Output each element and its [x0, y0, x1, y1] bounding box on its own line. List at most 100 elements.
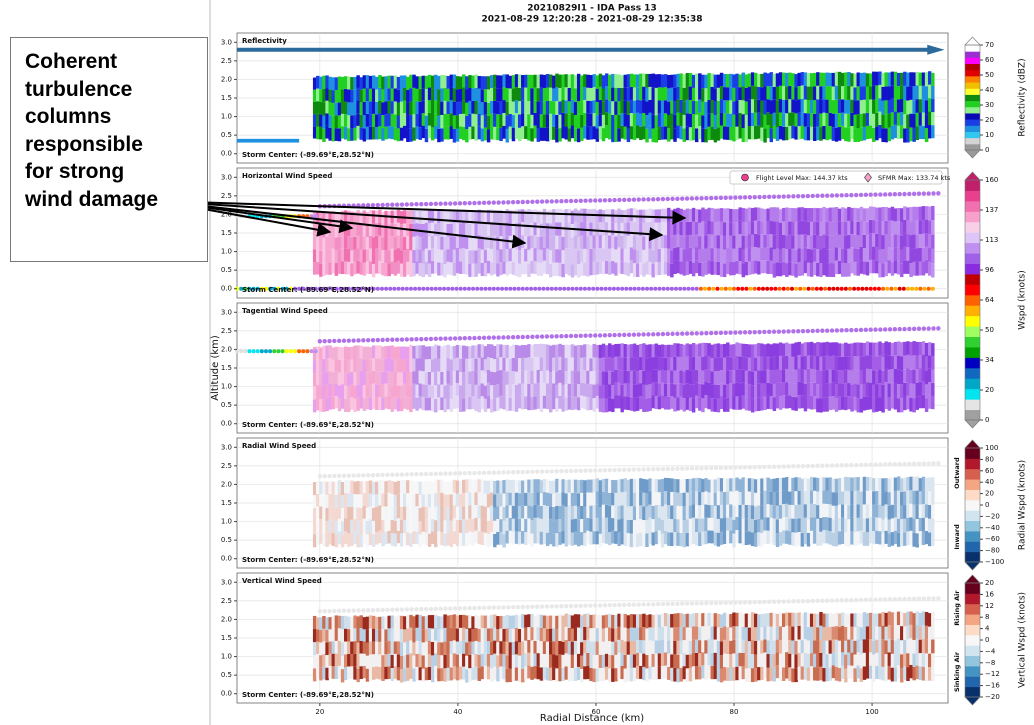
field-cell — [322, 615, 326, 629]
field-cell — [446, 357, 450, 371]
field-cell — [446, 101, 450, 115]
field-cell — [834, 71, 839, 86]
field-cell — [738, 343, 742, 357]
field-cell — [545, 479, 550, 493]
field-cell — [847, 113, 851, 128]
field-cell — [567, 383, 572, 397]
field-cell — [381, 76, 385, 90]
field-cell — [561, 398, 565, 412]
field-cell — [614, 223, 618, 237]
field-cell — [788, 234, 792, 249]
field-cell — [710, 207, 714, 222]
field-cell — [623, 532, 628, 546]
field-cell — [850, 86, 854, 100]
field-cell — [496, 263, 500, 277]
field-cell — [781, 72, 786, 87]
field-cell — [859, 517, 864, 531]
field-cell — [750, 532, 755, 547]
field-cell — [713, 532, 718, 546]
field-cell — [893, 530, 898, 545]
field-cell — [620, 505, 624, 519]
field-cell — [384, 263, 388, 277]
field-cell — [881, 492, 885, 506]
field-cell — [900, 370, 904, 385]
field-cell — [620, 87, 624, 101]
field-cell — [480, 344, 485, 358]
field-cell — [704, 530, 708, 545]
flight-level-dot — [684, 196, 690, 201]
field-cell — [406, 397, 410, 410]
field-cell — [399, 398, 404, 412]
field-cell — [632, 520, 637, 534]
field-cell — [598, 358, 603, 372]
field-cell — [887, 233, 892, 248]
field-cell — [844, 127, 848, 142]
field-cell — [757, 370, 761, 384]
field-cell — [353, 359, 357, 373]
flight-level-dot — [689, 196, 695, 201]
field-cell — [340, 359, 345, 372]
field-cell — [791, 491, 795, 506]
field-cell — [375, 260, 379, 274]
field-cell — [794, 383, 798, 398]
field-cell — [803, 477, 808, 491]
field-cell — [595, 517, 600, 532]
field-cell — [437, 89, 441, 103]
field-cell — [496, 519, 500, 532]
field-cell — [362, 128, 367, 142]
field-cell — [617, 532, 621, 547]
sfmr-dot — [595, 286, 600, 291]
field-cell — [632, 533, 637, 548]
field-cell — [844, 235, 848, 250]
field-cell — [691, 235, 696, 249]
field-cell — [623, 74, 628, 88]
flight-level-dot — [844, 328, 849, 333]
field-cell — [797, 341, 801, 356]
field-cell — [580, 262, 584, 276]
field-cell — [539, 74, 544, 88]
field-cell — [524, 100, 528, 114]
field-cell — [825, 530, 829, 544]
flight-level-dot — [824, 328, 830, 333]
field-cell — [639, 343, 643, 358]
colorbar-segment — [965, 57, 980, 65]
field-cell — [890, 342, 895, 357]
field-cell — [844, 396, 848, 411]
field-cell — [322, 128, 326, 143]
colorbar-segment — [965, 190, 980, 202]
field-cell — [893, 98, 898, 112]
field-cell — [791, 343, 795, 357]
flight-level-dot — [786, 194, 791, 199]
flight-level-dot — [443, 471, 448, 476]
field-cell — [322, 250, 326, 264]
flight-level-dot — [815, 328, 820, 334]
field-cell — [750, 99, 755, 113]
field-cell — [893, 477, 898, 491]
field-cell — [331, 77, 336, 91]
flight-level-dot — [655, 466, 661, 472]
colorbar-segment — [965, 510, 980, 522]
field-cell — [729, 235, 733, 249]
field-cell — [682, 344, 687, 359]
field-cell — [856, 114, 860, 128]
field-cell — [726, 342, 730, 357]
field-cell — [530, 397, 534, 411]
field-cell — [446, 383, 450, 397]
field-cell — [384, 481, 388, 494]
field-cell — [847, 85, 851, 100]
colorbar-tick-label: −80 — [985, 547, 1000, 555]
field-cell — [713, 505, 718, 520]
field-cell — [701, 384, 705, 399]
field-cell — [859, 384, 864, 399]
field-cell — [900, 235, 904, 250]
field-cell — [592, 357, 596, 372]
sfmr-dot — [292, 286, 297, 291]
field-cell — [921, 341, 926, 355]
field-cell — [794, 532, 798, 547]
field-cell — [722, 222, 727, 236]
field-cell — [682, 520, 687, 534]
field-cell — [716, 491, 721, 506]
field-cell — [462, 87, 466, 101]
field-cell — [747, 518, 752, 532]
field-cell — [660, 87, 665, 101]
